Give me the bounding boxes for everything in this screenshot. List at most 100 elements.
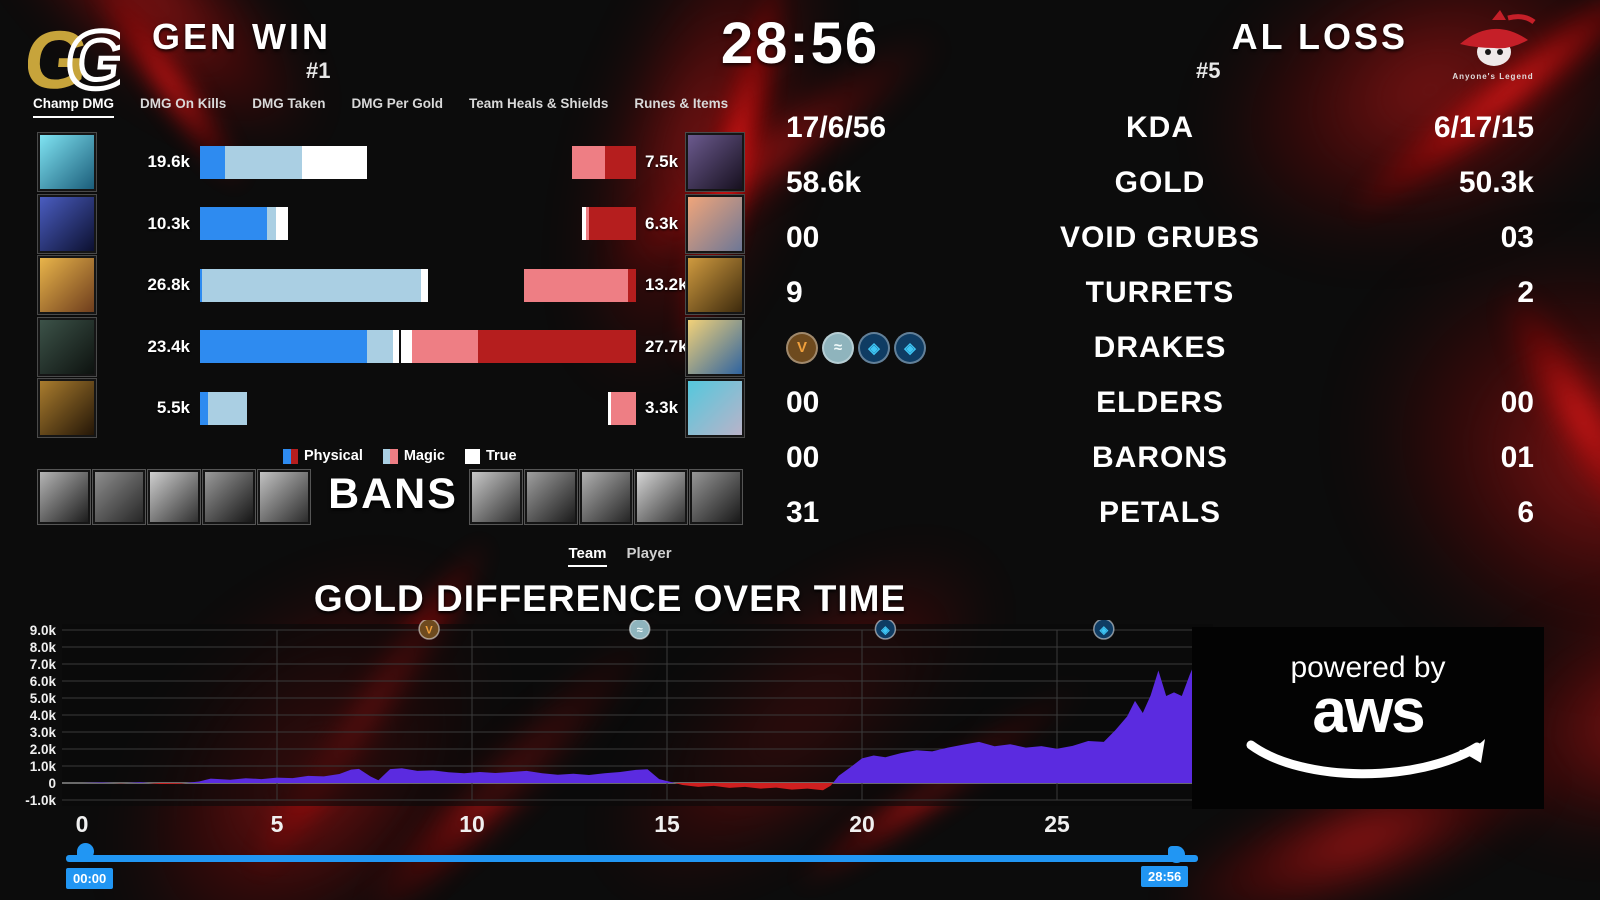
left-team-seed: #1 — [306, 58, 331, 83]
damage-bar — [396, 391, 636, 425]
stat-value-left: V ≈ ◈ ◈ — [786, 331, 986, 364]
stat-row-gold: 58.6k GOLD 50.3k — [786, 155, 1534, 210]
ocean-drake-marker-icon: ≈ — [628, 620, 651, 640]
gold-diff-area-positive — [82, 633, 1211, 783]
left-team-name: GEN WIN — [152, 16, 331, 57]
stat-value-left: 31 — [786, 495, 820, 529]
champion-portrait — [685, 132, 745, 192]
banned-champion-portrait — [579, 469, 633, 525]
stat-value-right: 6/17/15 — [1433, 110, 1534, 144]
stat-label: VOID GRUBS — [1059, 220, 1261, 254]
stat-row-elders: 00 ELDERS 00 — [786, 375, 1534, 430]
damage-value: 7.5k — [645, 152, 679, 171]
timeline-start-handle[interactable] — [77, 843, 94, 860]
mountain-drake-marker-icon: V — [418, 620, 440, 640]
damage-segment — [392, 330, 399, 363]
damage-segment — [276, 207, 288, 240]
svg-text:≈: ≈ — [637, 625, 643, 637]
y-tick-label: -1.0k — [25, 793, 56, 808]
y-tick-label: 8.0k — [30, 640, 57, 655]
champion-portrait — [685, 255, 745, 315]
tab-runes-items[interactable]: Runes & Items — [634, 96, 729, 111]
x-tick-label: 25 — [1044, 811, 1070, 837]
champion-portrait — [37, 132, 97, 192]
stat-value-right: 03 — [1500, 220, 1534, 254]
damage-bar — [200, 330, 692, 363]
banned-champion-portrait — [92, 469, 146, 525]
tab-dmg-per-gold[interactable]: DMG Per Gold — [351, 96, 444, 111]
tab-dmg-taken[interactable]: DMG Taken — [252, 96, 326, 111]
damage-value: 19.6k — [147, 152, 190, 171]
chart-view-tab-team[interactable]: Team — [568, 545, 607, 567]
y-tick-label: 4.0k — [30, 708, 57, 723]
timeline-end-handle[interactable] — [1168, 846, 1185, 863]
legend-label: Magic — [403, 448, 445, 464]
stat-value-left: 00 — [786, 385, 820, 419]
damage-type-legend: Physical Magic True — [283, 448, 517, 464]
ocean-drake-icon: ≈ — [822, 331, 854, 364]
timeline-start-tooltip: 00:00 — [66, 868, 114, 889]
damage-segment — [200, 268, 203, 302]
left-team-bans — [37, 469, 311, 525]
y-tick-label: 7.0k — [30, 657, 57, 672]
y-tick-label: 3.0k — [30, 725, 57, 740]
hextech-drake-marker-icon: ◈ — [1093, 620, 1115, 640]
right-team-name: AL LOSS — [1231, 16, 1408, 57]
damage-value: 6.3k — [645, 213, 679, 233]
champion-portrait — [685, 378, 745, 438]
legend-item-magic: Magic — [382, 448, 445, 464]
stat-value-right: 2 — [1517, 275, 1534, 309]
tab-dmg-on-kills[interactable]: DMG On Kills — [140, 96, 227, 111]
damage-bar — [396, 268, 636, 302]
damage-segment — [367, 330, 393, 363]
gold-difference-chart: 9.0k 8.0k 7.0k 6.0k 5.0k 4.0k 3.0k 2.0k 1.0k 0 -1.… — [25, 620, 1213, 837]
damage-row: 13.2k — [396, 255, 745, 315]
banned-champion-portrait — [202, 469, 256, 525]
damage-segment — [610, 391, 636, 425]
right-team-damage-list: 7.5k 6.3k 13.2k 27.7k 3.3k — [396, 132, 745, 438]
hextech-drake-icon: ◈ — [894, 331, 926, 364]
physical-swatch-icon — [283, 448, 298, 464]
stat-row-void-grubs: 00 VOID GRUBS 03 — [786, 210, 1534, 265]
stat-value-left: 00 — [786, 220, 820, 254]
stat-label: TURRETS — [1085, 275, 1235, 309]
banned-champion-portrait — [37, 469, 91, 525]
damage-bar — [200, 145, 692, 179]
stat-label: ELDERS — [1096, 385, 1224, 419]
champion-portrait — [685, 316, 745, 377]
anyones-legend-logo — [1448, 8, 1538, 70]
stat-label: DRAKES — [1093, 330, 1227, 364]
timeline-slider-track[interactable] — [66, 855, 1198, 862]
legend-item-true: True — [464, 448, 517, 464]
damage-segment — [588, 207, 636, 240]
swatch-half — [390, 448, 398, 464]
aws-logo-text: aws — [1312, 677, 1425, 746]
magic-swatch-icon — [382, 448, 398, 464]
damage-bar — [200, 268, 692, 302]
stat-label: BARONS — [1091, 440, 1228, 474]
damage-tabs: Champ DMG DMG On Kills DMG Taken DMG Per Go… — [33, 96, 728, 118]
stat-value-right: 00 — [1500, 385, 1534, 419]
damage-value: 10.3k — [147, 213, 190, 233]
champion-portrait — [37, 378, 97, 438]
damage-value: 3.3k — [645, 398, 679, 417]
tab-champ-dmg[interactable]: Champ DMG — [33, 96, 114, 118]
stat-value-right: 50.3k — [1458, 165, 1534, 199]
damage-segment — [523, 268, 629, 302]
damage-row: 3.3k — [396, 378, 745, 438]
stat-value-left: 9 — [786, 275, 803, 309]
true-swatch-icon — [464, 448, 480, 464]
damage-value: 23.4k — [147, 336, 190, 356]
hextech-drake-marker-icon: ◈ — [874, 620, 897, 640]
swatch-half — [464, 448, 473, 464]
y-tick-label: 9.0k — [30, 623, 57, 638]
tab-team-heals-shields[interactable]: Team Heals & Shields — [469, 96, 609, 111]
damage-value: 13.2k — [645, 275, 688, 294]
damage-row: 26.8k — [37, 255, 692, 315]
champion-portrait — [37, 193, 97, 254]
champion-portrait — [37, 255, 97, 315]
champion-portrait — [37, 316, 97, 377]
damage-segment — [582, 207, 587, 240]
chart-view-tab-player[interactable]: Player — [626, 545, 672, 562]
